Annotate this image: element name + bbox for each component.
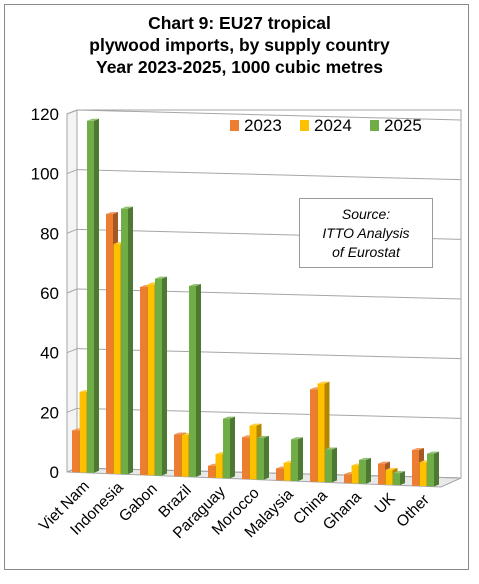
bar-2025-viet-nam (87, 118, 99, 473)
bar-2025-gabon (155, 276, 167, 476)
x-axis-ticks: Viet NamIndonesiaGabonBrazilParaguayMoro… (36, 478, 433, 542)
legend-item-2023: 2023 (230, 116, 282, 135)
chart-title-line-3: Year 2023-2025, 1000 cubic metres (95, 57, 383, 77)
y-tick-label: 0 (50, 463, 59, 482)
bar-2025-china (325, 447, 337, 483)
legend-swatch (230, 120, 239, 131)
legend-item-2025: 2025 (370, 116, 422, 135)
source-note-line-2: ITTO Analysis (322, 225, 410, 241)
bars (72, 118, 439, 487)
gridline (66, 407, 78, 413)
y-axis-ticks: 0 20 40 60 80 100 120 (31, 105, 59, 482)
bar-2025-brazil (189, 283, 201, 477)
bar-2025-paraguay (223, 416, 235, 479)
legend-label: 2024 (314, 116, 352, 135)
source-note: Source: ITTO Analysis of Eurostat (299, 198, 433, 268)
bar-2025-morocco (257, 435, 269, 480)
gridline (66, 288, 78, 294)
source-note-line-1: Source: (341, 206, 391, 222)
gridline (66, 348, 78, 354)
y-tick-label: 40 (40, 344, 59, 363)
y-tick-label: 120 (31, 105, 59, 124)
bar-2025-ghana (359, 457, 371, 484)
chart-title-line-1: Chart 9: EU27 tropical (148, 13, 331, 33)
gridline (76, 109, 462, 121)
x-tick-label: UK (372, 490, 400, 518)
chart-title-line-2: plywood imports, by supply country (89, 35, 390, 55)
gridline (66, 109, 78, 115)
bar-2025-indonesia (121, 206, 133, 475)
gridline (66, 228, 78, 234)
source-note-line-3: of Eurostat (332, 244, 400, 260)
bar-2025-other (427, 451, 439, 487)
bar-2025-malaysia (291, 437, 303, 481)
legend: 2023 2024 2025 (230, 116, 422, 135)
y-tick-label: 80 (40, 224, 59, 243)
gridline (76, 169, 462, 181)
legend-swatch (370, 120, 379, 131)
legend-item-2024: 2024 (300, 116, 352, 135)
gridline (66, 169, 78, 175)
x-tick-label: Other (393, 491, 432, 530)
y-tick-label: 100 (31, 165, 59, 184)
legend-label: 2023 (244, 116, 282, 135)
y-tick-label: 60 (40, 284, 59, 303)
bar-2025-uk (393, 471, 405, 486)
chart-title: Chart 9: EU27 tropical plywood imports, … (0, 12, 479, 78)
legend-swatch (300, 120, 309, 131)
legend-label: 2025 (384, 116, 422, 135)
y-tick-label: 20 (40, 403, 59, 422)
